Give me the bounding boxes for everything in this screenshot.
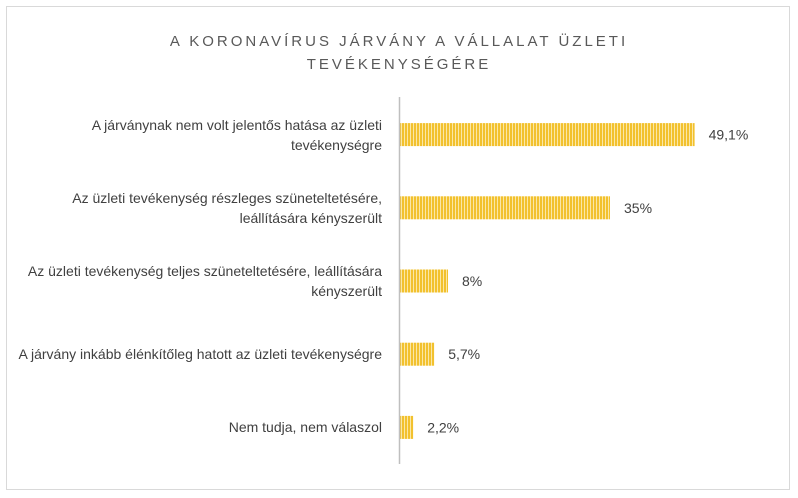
bar-2 — [400, 196, 610, 220]
chart-title: A KORONAVÍRUS JÁRVÁNY A VÁLLALAT ÜZLETI … — [169, 33, 629, 73]
value-label-1: 49,1% — [709, 127, 749, 143]
category-label-2: Az üzleti tevékenység részleges szünetel… — [72, 189, 382, 226]
category-label-3: Az üzleti tevékenység teljes szüneteltet… — [27, 263, 382, 299]
value-label-2: 35% — [624, 200, 652, 216]
bar-1 — [400, 123, 695, 147]
value-label-4: 5,7% — [448, 346, 480, 362]
category-label-5: Nem tudja, nem válaszol — [228, 419, 382, 436]
category-label-1: A járványnak nem volt jelentős hatása az… — [91, 116, 382, 153]
bar-3 — [400, 269, 448, 293]
value-label-3: 8% — [462, 273, 482, 289]
bar-4 — [400, 342, 435, 366]
bar-5 — [400, 415, 414, 439]
chart-frame — [6, 6, 790, 490]
value-label-5: 2,2% — [427, 419, 459, 435]
category-label-4: A járvány inkább élénkítőleg hatott az ü… — [18, 346, 382, 363]
